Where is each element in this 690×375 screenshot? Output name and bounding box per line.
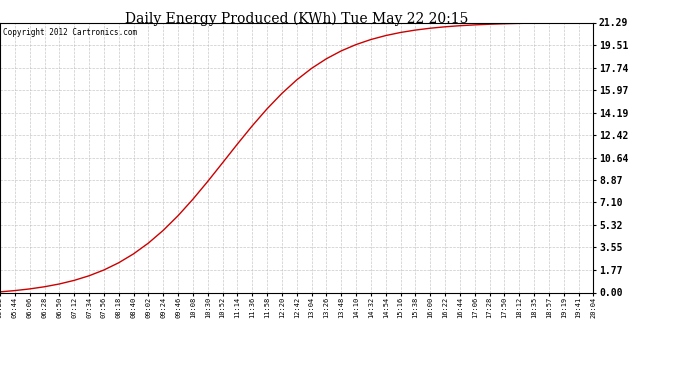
Text: Daily Energy Produced (KWh) Tue May 22 20:15: Daily Energy Produced (KWh) Tue May 22 2… xyxy=(125,11,469,26)
Text: Copyright 2012 Cartronics.com: Copyright 2012 Cartronics.com xyxy=(3,28,137,37)
